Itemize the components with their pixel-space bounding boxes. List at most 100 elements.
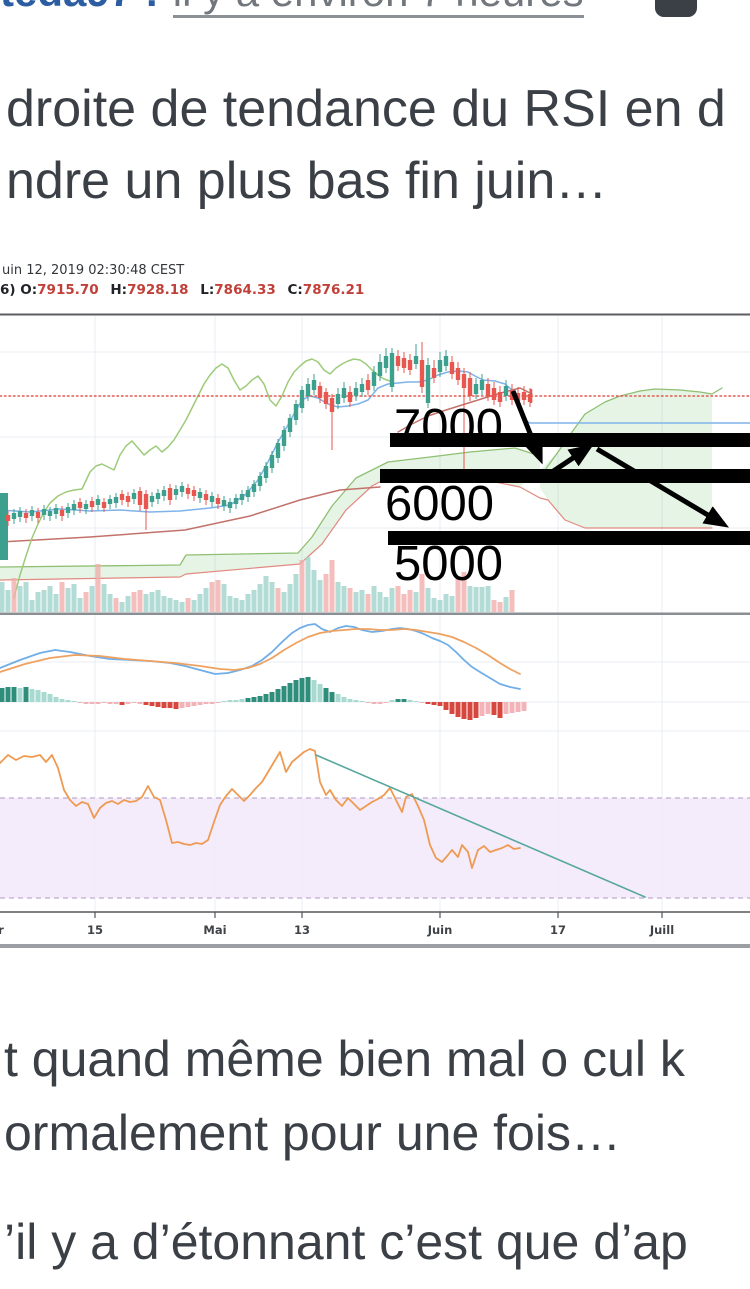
axis-label: Juin <box>427 923 453 937</box>
volume-bar <box>233 598 239 612</box>
volume-bar <box>275 588 281 612</box>
macd-hist-bar <box>467 702 473 720</box>
candle-body <box>215 498 221 504</box>
candle-body <box>479 380 485 390</box>
chart-image[interactable]: uin 12, 2019 02:30:48 CEST 6) O:7915.70 … <box>0 262 750 952</box>
macd-hist-bar <box>455 702 461 717</box>
candle-body <box>23 513 29 518</box>
volume-bar <box>425 588 431 612</box>
ichimoku-cloud <box>0 389 712 580</box>
volume-bar <box>407 590 413 612</box>
macd-hist-bar <box>311 680 317 702</box>
volume-bar <box>257 584 263 612</box>
candle-body <box>425 365 431 403</box>
macd-hist-bar <box>239 699 245 702</box>
macd-hist-bar <box>365 702 371 703</box>
candle-body <box>389 353 395 387</box>
macd-hist-bar <box>29 689 35 702</box>
timestamp-link[interactable]: il y a environ 7 heures <box>172 0 584 18</box>
candle-body <box>443 356 449 366</box>
volume-bar <box>269 582 275 612</box>
kijun-line-rise <box>397 387 533 433</box>
flag-icon[interactable] <box>655 0 697 17</box>
volume-bar <box>125 596 131 612</box>
tenkan-line <box>0 370 750 513</box>
volume-bar <box>341 586 347 612</box>
macd-hist-bar <box>53 697 59 702</box>
volume-bar <box>263 576 269 612</box>
candle-body <box>287 418 293 432</box>
macd-hist-bar <box>269 692 275 702</box>
candle-body <box>311 380 317 390</box>
annotation-price-label: 5000 <box>394 537 503 591</box>
macd-hist-bar <box>233 700 239 702</box>
candle-body <box>431 368 437 378</box>
volume-bar <box>467 586 473 612</box>
ohlc-close-value: 7876.21 <box>302 282 365 298</box>
rsi-trend-line <box>315 754 646 898</box>
macd-hist-bar <box>389 700 395 702</box>
candle-body <box>119 494 125 500</box>
volume-bar <box>155 590 161 612</box>
comment-1-line-2: ormalement pour une fois… <box>4 1105 621 1161</box>
candle-body <box>0 514 5 524</box>
macd-hist-bar <box>215 702 221 703</box>
candle-body <box>101 502 107 508</box>
candle-body <box>233 498 239 504</box>
macd-hist-bar <box>125 702 131 704</box>
macd-hist-bar <box>491 702 497 715</box>
kijun-line <box>0 486 381 543</box>
macd-hist-bar <box>209 702 215 704</box>
green-ma-line <box>13 358 391 599</box>
candle-body <box>275 443 281 458</box>
annotation-price-label: 6000 <box>385 477 494 531</box>
macd-hist-bar <box>191 702 197 706</box>
volume-bar <box>71 584 77 612</box>
volume-bar <box>503 597 509 612</box>
macd-hist-bar <box>503 702 509 714</box>
candle-body <box>149 496 155 502</box>
macd-hist-bar <box>101 702 107 703</box>
macd-hist-bar <box>359 701 365 702</box>
macd-hist-bar <box>137 702 143 704</box>
macd-hist-bar <box>245 698 251 702</box>
candle-body <box>209 496 215 502</box>
macd-hist-bar <box>263 694 269 702</box>
volume-bar <box>335 582 341 612</box>
macd-hist-bar <box>371 702 377 704</box>
author-link[interactable]: teda97 : <box>0 0 159 15</box>
macd-hist-bar <box>299 678 305 702</box>
candle-body <box>251 484 257 492</box>
candle-body <box>185 488 191 494</box>
volume-bar <box>449 596 455 612</box>
candle-body <box>227 502 233 508</box>
annotation-bar <box>388 531 750 545</box>
volume-bar <box>413 592 419 612</box>
candle-body <box>383 356 389 368</box>
volume-bar <box>89 586 95 612</box>
annotation-bar <box>380 469 750 483</box>
volume-bar <box>299 560 305 612</box>
macd-hist-bar <box>143 702 149 705</box>
macd-hist-bar <box>251 697 257 702</box>
axis-label: 15 <box>87 923 103 937</box>
macd-hist-bar <box>65 700 71 702</box>
rsi-band <box>0 798 750 898</box>
macd-hist-bar <box>335 694 341 702</box>
volume-bar <box>185 598 191 612</box>
candle-body <box>521 392 527 400</box>
volume-bar <box>239 600 245 612</box>
candle-body <box>341 388 347 398</box>
volume-bar <box>485 586 491 612</box>
macd-hist-bar <box>281 686 287 702</box>
candle-body <box>473 384 479 394</box>
volume-bar <box>17 586 23 612</box>
volume-bar <box>431 598 437 612</box>
volume-bar <box>419 574 425 612</box>
volume-bar <box>41 590 47 612</box>
macd-hist-bar <box>401 699 407 702</box>
candle-body <box>113 497 119 503</box>
macd-hist-bar <box>17 688 23 702</box>
macd-hist-bar <box>419 702 425 703</box>
candle-body <box>53 508 59 514</box>
